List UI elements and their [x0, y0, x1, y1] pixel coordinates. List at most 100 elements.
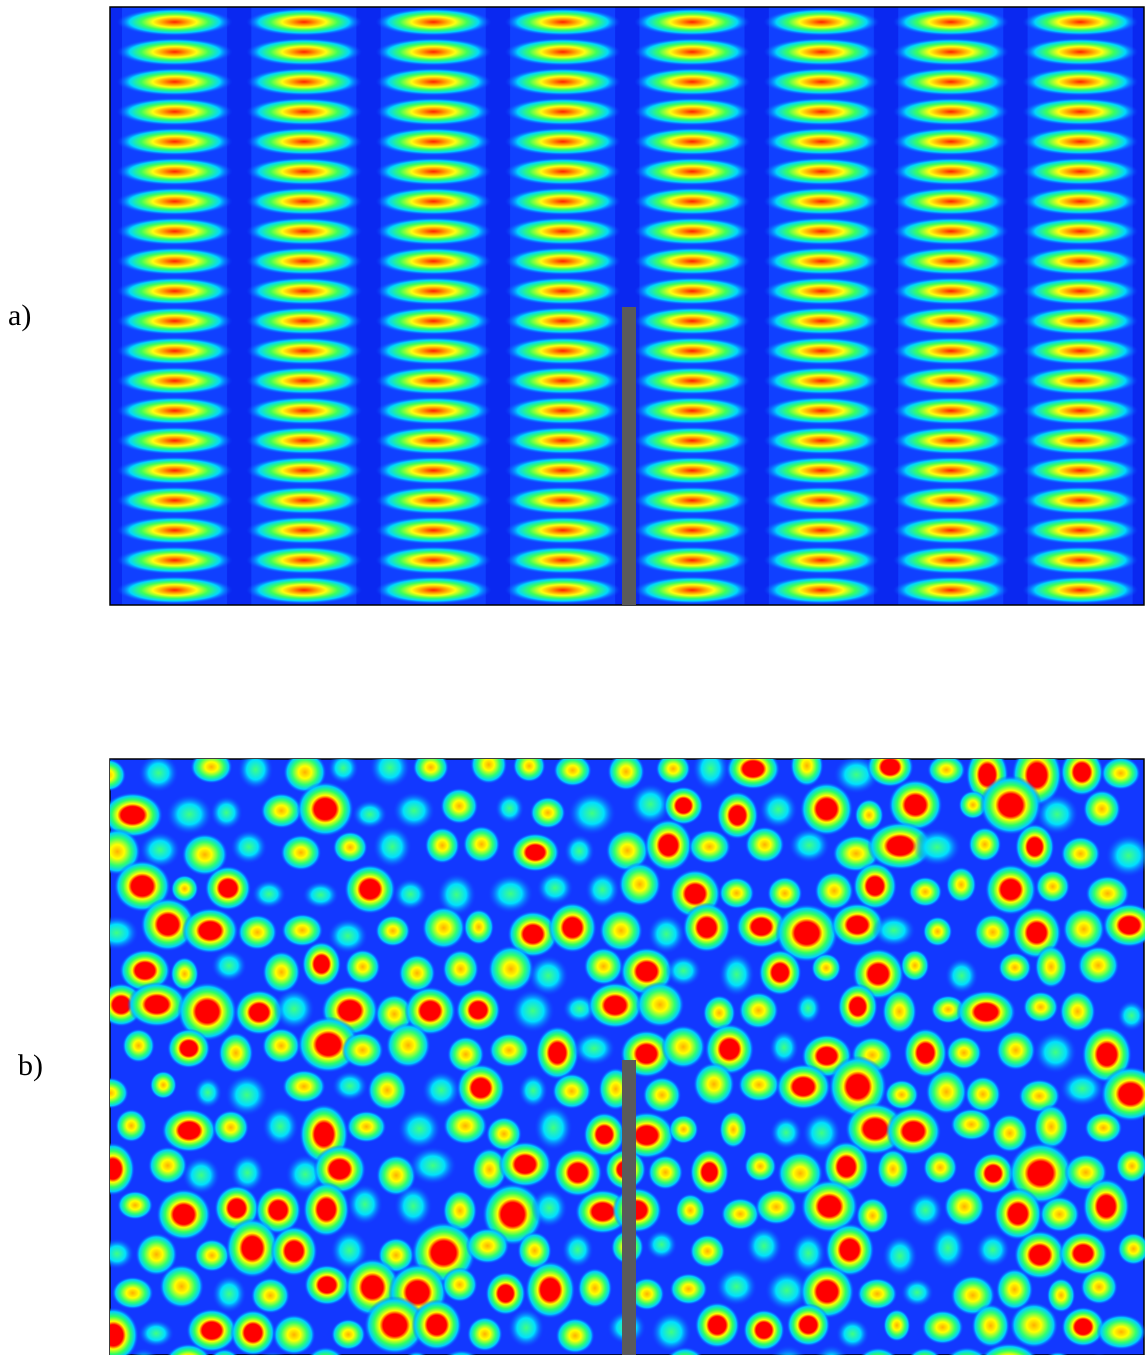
field-blob: [1097, 1314, 1145, 1349]
field-blob: [1060, 748, 1103, 796]
field-blob: [669, 1115, 699, 1144]
field-blob: [838, 984, 878, 1030]
field-blob: [150, 1071, 177, 1099]
field-blob: [769, 1030, 799, 1065]
field-blob: [171, 875, 198, 902]
field-blob: [693, 746, 729, 790]
field-blob: [393, 878, 427, 910]
field-blob: [690, 1234, 726, 1268]
field-blob: [413, 751, 449, 784]
field-blob: [578, 1268, 613, 1308]
field-blob: [1059, 1232, 1108, 1276]
field-blob: [811, 953, 841, 982]
field-blob: [470, 745, 507, 783]
field-blob: [92, 1077, 129, 1108]
field-blob: [926, 1069, 967, 1114]
field-blob: [210, 796, 242, 830]
barrier: [622, 307, 636, 605]
field-blob: [1034, 1031, 1077, 1073]
field-blob: [466, 1228, 510, 1264]
field-blob: [776, 1064, 831, 1110]
field-blob: [693, 1062, 734, 1106]
field-blob: [1084, 1112, 1122, 1143]
field-blob: [375, 915, 410, 947]
field-blob: [373, 826, 412, 868]
field-blob: [182, 908, 239, 954]
field-blob: [262, 1028, 301, 1064]
field-blob: [442, 950, 478, 989]
field-blob: [927, 755, 965, 785]
field-blob: [972, 1153, 1013, 1195]
field-blob: [347, 1184, 383, 1225]
field-blob: [587, 982, 642, 1028]
field-blob: [1061, 836, 1101, 871]
field-blob: [90, 759, 126, 792]
field-blob: [950, 1108, 992, 1140]
field-blob: [922, 1310, 964, 1344]
field-blob: [304, 1265, 350, 1306]
field-blob: [194, 1077, 222, 1108]
field-blob: [495, 793, 524, 824]
field-blob: [511, 989, 555, 1032]
field-blob: [342, 1032, 384, 1068]
field-blob: [303, 1182, 350, 1237]
panel-label: b): [18, 1049, 43, 1082]
field-blob: [122, 1029, 155, 1063]
field-blob: [564, 834, 594, 868]
field-blob: [1015, 824, 1054, 870]
field-blob: [328, 752, 359, 784]
field-blob: [930, 1226, 965, 1270]
field-blob: [885, 1080, 919, 1110]
field-blob: [646, 1230, 677, 1260]
field-blob: [795, 992, 821, 1024]
field-blob: [945, 958, 978, 994]
field-blob: [968, 827, 1001, 862]
field-blob: [1039, 1196, 1079, 1232]
field-blob: [726, 748, 780, 789]
field-blob: [956, 990, 1016, 1033]
field-blob: [553, 1149, 602, 1197]
field-blob: [552, 1073, 591, 1109]
field-blob: [836, 1318, 869, 1349]
field-blob: [1080, 1269, 1117, 1304]
field-blob: [231, 830, 268, 864]
field-blob: [882, 989, 917, 1033]
field-blob: [238, 750, 273, 790]
field-blob: [1010, 1302, 1058, 1348]
field-blob: [770, 1116, 802, 1149]
field-blob: [211, 950, 246, 982]
field-blob: [262, 1106, 298, 1146]
field-blob: [488, 874, 533, 913]
field-blob: [182, 1156, 220, 1194]
field-blob: [651, 1312, 691, 1353]
field-blob: [648, 1155, 683, 1190]
field-blob: [238, 915, 278, 951]
field-blob: [332, 1071, 368, 1101]
field-blob: [531, 1189, 567, 1228]
field-blob: [972, 1304, 1010, 1348]
field-blob: [273, 1314, 316, 1355]
field-blob: [95, 916, 139, 951]
field-blob: [489, 1033, 530, 1068]
field-blob: [386, 1023, 431, 1068]
field-blob: [882, 1235, 917, 1276]
field-blob: [1035, 945, 1068, 988]
field-blob: [568, 792, 616, 835]
field-blob: [251, 1277, 290, 1313]
field-blob: [159, 1264, 203, 1308]
field-blob: [331, 1319, 365, 1350]
field-blob: [857, 1278, 897, 1310]
field-blob: [333, 831, 368, 863]
field-blob: [886, 1107, 941, 1155]
field-blob: [297, 782, 354, 837]
field-blob: [690, 1149, 729, 1195]
field-blob: [855, 799, 884, 831]
field-blob: [262, 951, 300, 993]
field-blob: [688, 829, 731, 864]
field-blob: [467, 1317, 502, 1352]
field-blob: [787, 1303, 831, 1346]
field-blob: [457, 1064, 506, 1112]
field-blob: [138, 1320, 174, 1347]
field-blob: [548, 902, 596, 952]
field-blob: [573, 1032, 616, 1066]
